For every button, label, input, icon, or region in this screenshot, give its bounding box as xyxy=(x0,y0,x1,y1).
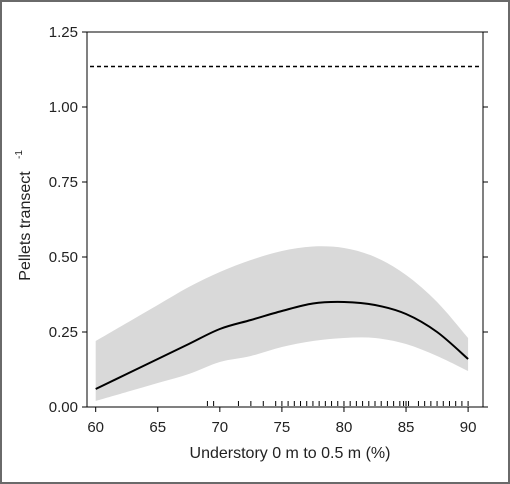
x-axis-title: Understory 0 m to 0.5 m (%) xyxy=(190,445,391,462)
confidence-band xyxy=(95,246,469,401)
fitted-line xyxy=(95,300,469,390)
ticks-layer: 60 65 70 75 80 85 90 0.00 0.25 0.50 0.75 1.00 1.25 xyxy=(49,24,488,436)
y-axis-title-group: Pellets transect -1 xyxy=(14,150,34,281)
y-tick-label: 0.75 xyxy=(49,174,78,191)
y-tick-label: 0.50 xyxy=(49,249,78,266)
y-tick-label: 0.25 xyxy=(49,324,78,341)
plot-border xyxy=(86,31,484,408)
x-tick-label: 60 xyxy=(87,419,104,436)
x-tick-label: 90 xyxy=(460,419,477,436)
fitted-line-layer xyxy=(95,300,469,390)
x-tick-label: 65 xyxy=(149,419,166,436)
y-tick-label: 1.00 xyxy=(49,99,78,116)
axes-layer xyxy=(86,31,484,408)
y-tick-label: 1.25 xyxy=(49,24,78,41)
y-axis-title-superscript: -1 xyxy=(14,150,25,159)
y-tick-label: 0.00 xyxy=(49,399,78,416)
x-tick-label: 85 xyxy=(398,419,415,436)
x-tick-label: 75 xyxy=(274,419,291,436)
y-axis-title-main: Pellets transect xyxy=(17,171,34,281)
y-axis-title: Pellets transect xyxy=(17,171,34,281)
rug-layer xyxy=(206,401,469,406)
x-tick-label: 80 xyxy=(336,419,353,436)
confidence-band-layer xyxy=(95,246,469,401)
x-tick-label: 70 xyxy=(211,419,228,436)
